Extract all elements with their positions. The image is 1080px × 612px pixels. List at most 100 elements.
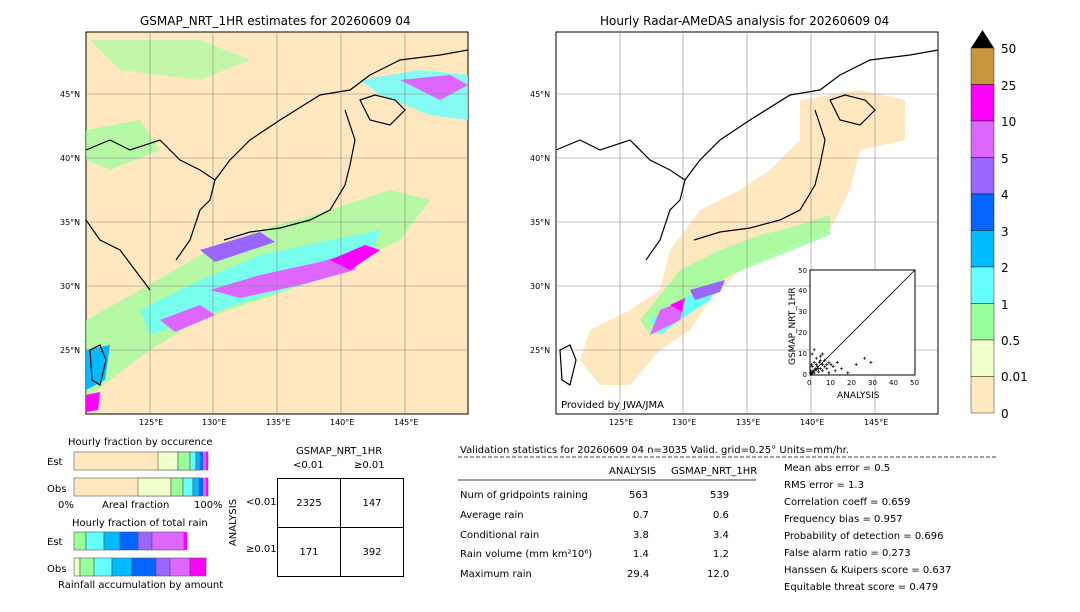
right-map-coverage [580,90,905,385]
svg-text:1: 1 [1001,298,1009,312]
occurrence-bars [73,451,209,497]
scatter-point [823,365,827,369]
scatter-point [816,370,820,374]
scatter-point [809,369,813,373]
colorbar-block [970,266,995,304]
svg-text:10: 10 [1001,115,1016,129]
total-title: Hourly fraction of total rain [72,518,208,529]
occurrence-title: Hourly fraction by occurence [68,437,213,448]
validation-row-analysis: 1.4 [633,549,649,560]
colorbar-labels: 50 25 10 5 4 3 2 1 0.5 0.01 0 [1001,42,1028,420]
validation-row-gsmap: 0.6 [713,510,729,521]
left-map-lon-labels: 125°E 130°E 135°E 140°E 145°E [139,418,418,427]
svg-text:50: 50 [1001,42,1016,56]
scatter-point [869,360,873,364]
validation-row-label: Maximum rain [460,569,532,580]
contingency-cell: 2325 [277,478,341,528]
total-footer: Rainfall accumulation by amount [58,580,224,591]
scatter-point [825,367,829,371]
svg-text:50: 50 [910,379,919,387]
scatter-y-ticks: 0 10 20 30 40 50 [798,267,807,379]
scatter-point [827,371,831,375]
occurrence-axis-left: 0% [58,500,74,511]
svg-text:20: 20 [847,379,856,387]
scatter-point [817,360,821,364]
colorbar-block [970,193,995,231]
scatter-point [840,367,843,371]
colorbar-block [970,339,995,377]
validation-row-gsmap: 3.4 [713,530,729,541]
scatter-point [810,352,814,356]
total-bars [73,531,207,577]
left-map-lat-labels: 45°N 40°N 35°N 30°N 25°N [60,90,80,355]
svg-text:30°N: 30°N [60,282,80,291]
scatter-ylabel: GSMAP_NRT_1HR [788,287,798,365]
score-line: Probability of detection = 0.696 [784,531,944,542]
score-line: Mean abs error = 0.5 [784,463,891,474]
scatter-point [825,363,829,366]
scatter-point [823,358,827,362]
validation-col-gsmap: GSMAP_NRT_1HR [671,466,758,477]
contingency-col-1: ≥0.01 [354,460,385,471]
contingency-cell: 147 [340,478,404,528]
left-map-title: GSMAP_NRT_1HR estimates for 20260609 04 [140,14,411,28]
scatter-x-ticks: 0 10 20 30 40 50 [807,379,919,387]
validation-header: Validation statistics for 20260609 04 n=… [460,445,849,456]
svg-text:4: 4 [1001,188,1009,202]
contingency-cell: 392 [340,527,404,577]
total-row-obs: Obs [47,564,67,575]
svg-text:125°E: 125°E [139,418,163,427]
svg-text:145°E: 145°E [864,418,888,427]
left-map-grid [86,32,468,414]
scatter-point [812,369,816,373]
svg-text:30: 30 [798,308,807,316]
colorbar-block [970,47,995,85]
svg-text:10: 10 [798,350,807,358]
scatter-point [810,371,814,375]
scatter-point [829,363,833,366]
svg-text:0: 0 [803,371,807,379]
validation-col-analysis: ANALYSIS [609,466,657,477]
right-map-title: Hourly Radar-AMeDAS analysis for 2026060… [600,14,890,28]
svg-text:135°E: 135°E [736,418,760,427]
left-map: 45°N 40°N 35°N 30°N 25°N 125°E 130°E 135… [60,31,469,427]
validation-divider [458,456,996,458]
right-map: 45°N 40°N 35°N 30°N 25°N 125°E 130°E 135… [530,31,939,427]
svg-text:3: 3 [1001,225,1009,239]
occurrence-axis-mid: Areal fraction [102,500,170,511]
scatter-point [821,352,825,356]
scatter-point [827,360,831,364]
scatter-point [814,363,818,366]
colorbar-block [970,84,995,122]
svg-text:40°N: 40°N [530,154,550,163]
score-line: Correlation coeff = 0.659 [784,497,911,508]
svg-text:30°N: 30°N [530,282,550,291]
scatter-point [835,360,839,364]
svg-text:50: 50 [798,267,807,275]
scatter-point [831,365,835,369]
scatter-point [833,369,837,373]
svg-text:10: 10 [826,379,835,387]
svg-text:45°N: 45°N [60,90,80,99]
svg-text:2: 2 [1001,261,1009,275]
svg-text:40: 40 [798,287,807,295]
validation-row-analysis: 0.7 [633,510,649,521]
score-line: Hanssen & Kuipers score = 0.637 [784,565,952,576]
validation-col-divider [458,479,756,481]
scatter-point [816,367,820,371]
score-line: Frequency bias = 0.957 [784,514,903,525]
svg-text:0.5: 0.5 [1001,334,1020,348]
scatter-point [812,348,816,352]
colorbar-extend-arrow [971,30,994,48]
score-line: False alarm ratio = 0.273 [784,548,911,559]
scatter-point [863,356,867,360]
svg-text:30: 30 [868,379,877,387]
svg-text:130°E: 130°E [202,418,226,427]
svg-text:130°E: 130°E [672,418,696,427]
svg-text:25°N: 25°N [530,346,550,355]
scatter-point [810,363,814,366]
svg-text:125°E: 125°E [609,418,633,427]
validation-row-analysis: 29.4 [627,569,650,580]
scatter-xlabel: ANALYSIS [837,391,880,401]
total-row-est: Est [47,537,63,548]
